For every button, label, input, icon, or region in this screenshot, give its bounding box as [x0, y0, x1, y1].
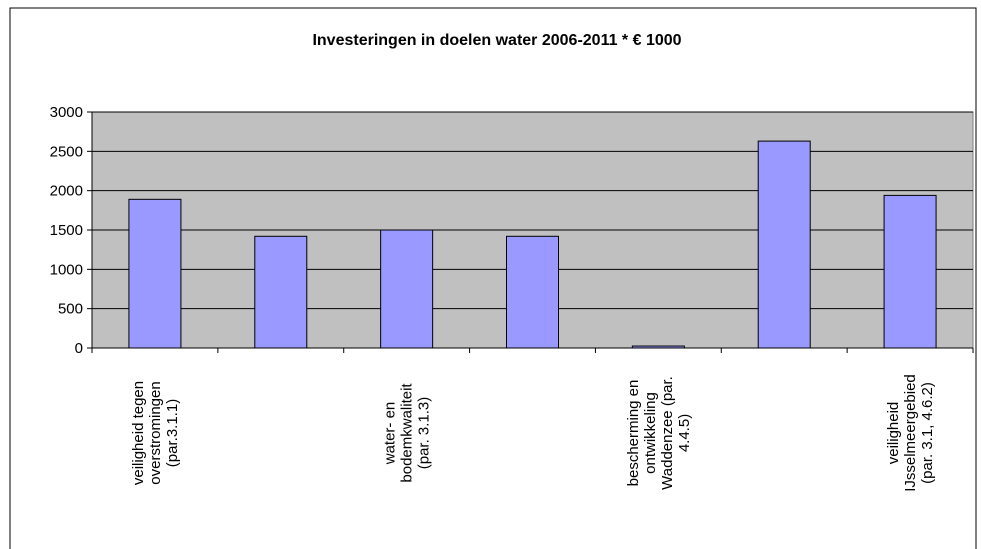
bar	[506, 235, 559, 349]
x-tick-label: veiligheidIJsselmeergebied(par. 3.1, 4.6…	[885, 374, 936, 492]
bar	[128, 198, 182, 349]
x-tick-label: bescherming enontwikkelingWaddenzee (par…	[625, 376, 693, 490]
bar	[757, 140, 811, 349]
bar	[254, 235, 308, 349]
y-tick-label: 1500	[50, 222, 83, 239]
y-tick-label: 3000	[50, 104, 83, 121]
bar	[631, 345, 685, 349]
y-tick-label: 1000	[50, 261, 83, 278]
x-tick-label: veiligheid tegenoverstromingen(par.3.1.1…	[130, 381, 181, 485]
x-tick-label: water- enbodemkwaliteit(par. 3.1.3)	[382, 383, 433, 483]
y-tick-label: 500	[58, 301, 83, 318]
y-tick-label: 2500	[50, 143, 83, 160]
chart-title: Investeringen in doelen water 2006-2011 …	[312, 32, 681, 49]
y-tick-label: 0	[75, 340, 83, 357]
y-tick-label: 2000	[50, 183, 83, 200]
bar	[883, 194, 937, 349]
bar	[380, 229, 434, 349]
